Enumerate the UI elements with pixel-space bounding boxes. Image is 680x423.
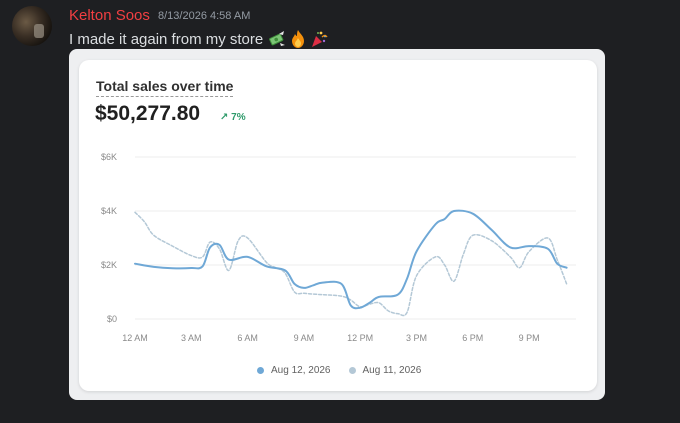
y-axis-ticks: $0 $2K $4K $6K	[101, 152, 117, 324]
y-tick-label: $4K	[101, 206, 117, 216]
message-text: I made it again from my store	[69, 30, 264, 48]
legend-label: Aug 12, 2026	[271, 365, 331, 376]
y-tick-label: $2K	[101, 260, 117, 270]
x-tick-label: 6 PM	[462, 333, 483, 343]
legend-label: Aug 11, 2026	[362, 365, 422, 376]
legend-dot-comparison	[348, 367, 356, 374]
message-timestamp: 8/13/2026 4:58 AM	[158, 10, 251, 22]
chart-grid	[135, 156, 576, 320]
emoji-group	[267, 29, 329, 49]
message-text-row: I made it again from my store	[69, 29, 329, 49]
fire-icon	[292, 30, 305, 48]
sales-chart-card: Total sales over time $50,277.80 ↗ 7% $0…	[79, 60, 597, 391]
legend-item-aug-12[interactable]: Aug 12, 2026	[257, 365, 331, 376]
x-tick-label: 3 PM	[406, 333, 427, 343]
legend-dot-primary	[257, 367, 264, 374]
username[interactable]: Kelton Soos	[69, 7, 150, 24]
change-percent: ↗ 7%	[220, 112, 246, 123]
party-popper-icon	[312, 31, 328, 47]
x-tick-label: 9 AM	[294, 333, 315, 343]
total-sales-value: $50,277.80	[95, 102, 201, 125]
series-line-aug-11	[134, 211, 568, 317]
x-tick-label: 12 AM	[122, 333, 148, 343]
x-tick-label: 6 AM	[237, 333, 258, 343]
y-tick-label: $6K	[101, 152, 117, 162]
chart-title: Total sales over time	[96, 78, 234, 97]
avatar[interactable]	[12, 6, 52, 46]
x-tick-label: 12 PM	[347, 333, 373, 343]
sales-line-chart: $0 $2K $4K $6K 12 AM 3 AM 6 AM 9 AM 12 PM 3 PM 6 …	[101, 152, 576, 343]
chart-legend: Aug 12, 2026 Aug 11, 2026	[257, 365, 421, 376]
series-line-aug-12	[134, 209, 568, 310]
y-tick-label: $0	[107, 314, 117, 324]
x-axis-ticks: 12 AM 3 AM 6 AM 9 AM 12 PM 3 PM 6 PM 9 PM	[122, 333, 539, 343]
money-with-wings-icon	[269, 31, 286, 46]
chart-series	[134, 209, 568, 317]
x-tick-label: 3 AM	[181, 333, 202, 343]
x-tick-label: 9 PM	[519, 333, 540, 343]
legend-item-aug-11[interactable]: Aug 11, 2026	[348, 365, 422, 376]
image-embed[interactable]: Total sales over time $50,277.80 ↗ 7% $0…	[69, 49, 605, 400]
